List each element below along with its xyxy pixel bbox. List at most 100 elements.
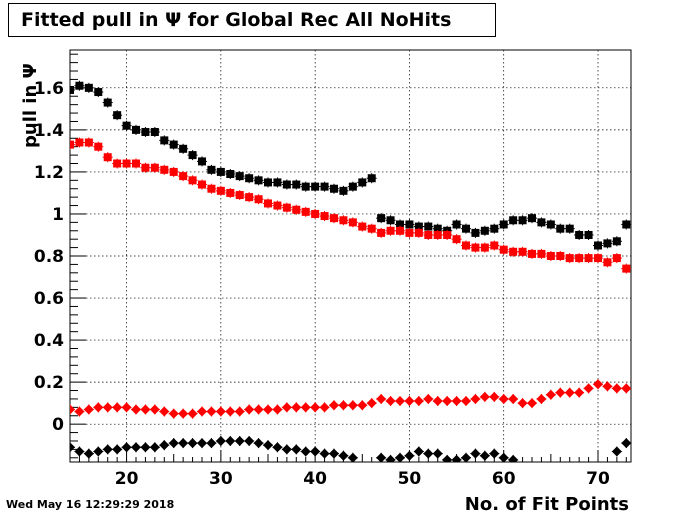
data-point-diamond [263, 404, 273, 415]
x-tick-label: 70 [586, 469, 610, 489]
y-tick-label: 1.2 [34, 163, 64, 183]
timestamp: Wed May 16 12:29:29 2018 [6, 498, 175, 511]
data-point-diamond [149, 442, 160, 453]
series-2 [70, 379, 631, 419]
data-point-diamond [329, 400, 339, 411]
data-point-diamond [121, 402, 132, 413]
data-point-diamond [555, 387, 566, 398]
data-point-square [386, 216, 395, 225]
data-point-square [226, 188, 235, 197]
data-point-diamond [215, 406, 226, 417]
data-point-diamond [197, 406, 207, 417]
data-point-diamond [272, 442, 283, 453]
y-tick-label: 0.2 [34, 373, 64, 393]
data-point-square [348, 182, 357, 191]
data-point-square [84, 83, 93, 92]
data-point-diamond [527, 398, 537, 409]
data-point-diamond [159, 406, 170, 417]
data-point-square [160, 165, 169, 174]
data-point-diamond [74, 446, 85, 457]
data-point-square [254, 195, 263, 204]
data-point-diamond [385, 454, 396, 462]
data-point-square [528, 214, 536, 223]
data-point-square [377, 228, 386, 237]
data-point-diamond [70, 404, 75, 415]
data-point-square [169, 140, 178, 149]
data-point-diamond [319, 402, 330, 413]
x-tick-label: 20 [115, 469, 139, 489]
data-point-square [622, 220, 631, 229]
data-point-square [207, 184, 216, 193]
data-point-square [188, 151, 197, 160]
data-point-diamond [508, 454, 519, 462]
data-point-diamond [300, 446, 311, 457]
data-point-square [216, 167, 225, 176]
data-point-diamond [470, 393, 481, 404]
data-point-diamond [291, 402, 302, 413]
data-point-diamond [413, 396, 424, 407]
data-point-diamond [225, 406, 236, 417]
data-point-square [490, 224, 499, 233]
data-point-square [282, 203, 291, 212]
data-point-square [330, 214, 338, 223]
data-point-square [216, 186, 225, 195]
series-1 [70, 137, 631, 274]
data-point-square [471, 228, 480, 237]
data-point-square [103, 98, 112, 107]
data-point-square [141, 127, 150, 136]
data-point-square [396, 220, 404, 229]
data-point-square [565, 254, 574, 263]
data-point-square [188, 176, 197, 185]
data-point-square [311, 209, 320, 218]
data-point-square [386, 226, 395, 235]
data-point-square [414, 222, 423, 231]
data-point-square [122, 159, 131, 168]
data-point-square [141, 163, 150, 172]
data-point-square [575, 230, 584, 239]
data-point-diamond [347, 400, 358, 411]
data-point-diamond [234, 435, 245, 446]
data-point-diamond [131, 442, 141, 453]
data-point-diamond [432, 396, 443, 407]
data-point-square [594, 254, 602, 263]
data-point-square [509, 247, 518, 256]
data-point-diamond [385, 396, 396, 407]
data-point-diamond [517, 398, 528, 409]
data-point-square [113, 111, 122, 120]
data-point-diamond [479, 391, 490, 402]
y-tick-label: 0.4 [34, 331, 64, 351]
data-point-square [462, 241, 470, 250]
y-tick-label: 1.6 [34, 79, 64, 99]
data-point-square [424, 230, 433, 239]
data-point-square [282, 180, 291, 189]
x-tick-label: 30 [209, 469, 233, 489]
data-point-diamond [310, 446, 321, 457]
data-point-diamond [574, 387, 585, 398]
data-point-diamond [602, 381, 613, 392]
data-point-diamond [442, 396, 453, 407]
data-point-square [301, 207, 310, 216]
data-point-diamond [442, 454, 453, 462]
data-point-diamond [338, 400, 349, 411]
data-point-diamond [621, 438, 631, 449]
data-point-square [612, 254, 621, 263]
data-point-square [424, 222, 433, 231]
data-point-square [546, 252, 555, 260]
data-point-square [537, 218, 546, 227]
data-point-square [509, 216, 518, 225]
data-point-square [443, 230, 452, 239]
data-point-square [471, 243, 480, 252]
data-point-square [301, 182, 310, 191]
data-point-diamond [536, 393, 547, 404]
data-point-diamond [140, 442, 151, 453]
data-point-diamond [281, 444, 292, 455]
data-point-square [537, 249, 546, 258]
data-point-square [273, 178, 282, 187]
data-point-square [70, 140, 74, 149]
axes-layer: 20 30 40 50 60 70 0 0.2 0.4 0.6 0.8 1 1.2 1.4 1.6 [34, 49, 632, 489]
data-point-square [235, 191, 244, 200]
data-point-diamond [498, 393, 509, 404]
data-point-diamond [432, 448, 443, 459]
data-point-diamond [395, 452, 405, 462]
